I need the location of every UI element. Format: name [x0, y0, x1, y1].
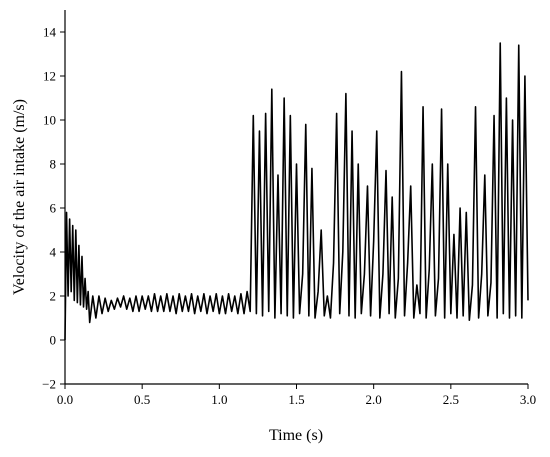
y-tick-label: 2 [50, 289, 57, 304]
x-tick-label: 0.5 [134, 392, 150, 407]
x-tick-label: 0.0 [57, 392, 73, 407]
y-tick-label: −2 [42, 377, 56, 392]
y-tick-label: 10 [43, 113, 56, 128]
x-tick-label: 1.5 [288, 392, 304, 407]
x-tick-label: 3.0 [520, 392, 536, 407]
data-line [64, 42, 529, 341]
y-tick-label: 4 [50, 245, 57, 260]
x-tick-label: 2.5 [443, 392, 459, 407]
y-tick-label: 14 [43, 25, 57, 40]
y-tick-label: 12 [43, 69, 56, 84]
y-tick-label: 0 [50, 333, 57, 348]
y-tick-label: 8 [50, 157, 57, 172]
x-tick-label: 1.0 [211, 392, 227, 407]
x-tick-label: 2.0 [366, 392, 382, 407]
y-tick-label: 6 [50, 201, 57, 216]
y-axis-title: Velocity of the air intake (m/s) [11, 99, 28, 295]
x-axis-title: Time (s) [269, 427, 323, 444]
